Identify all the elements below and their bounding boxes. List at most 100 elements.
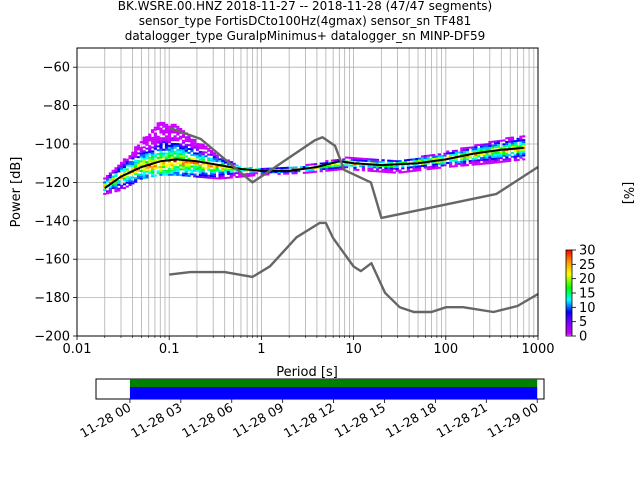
density-cell: [120, 177, 124, 180]
density-cell: [198, 172, 202, 175]
density-cell: [361, 159, 366, 162]
density-cell: [179, 168, 183, 171]
density-cell: [482, 147, 486, 150]
density-cell: [446, 150, 450, 153]
density-cell: [187, 172, 191, 175]
density-cell: [156, 141, 160, 144]
density-cell: [505, 150, 509, 153]
density-cell: [159, 154, 163, 157]
density-cell: [502, 154, 506, 157]
density-cell: [218, 165, 222, 168]
density-cell: [373, 160, 377, 163]
density-cell: [221, 175, 225, 178]
density-cell: [156, 124, 160, 127]
density-cell: [477, 159, 481, 162]
density-cell: [468, 156, 472, 159]
density-cell: [108, 178, 112, 181]
density-cell: [449, 154, 453, 157]
density-cell: [404, 170, 408, 173]
density-cell: [148, 139, 152, 142]
density-cell: [221, 159, 225, 162]
density-cell: [165, 139, 169, 142]
density-cell: [156, 126, 160, 129]
density-cell: [432, 154, 436, 157]
density-cell: [170, 169, 174, 172]
density-cell: [463, 150, 467, 153]
density-cell: [125, 185, 129, 188]
density-cell: [398, 171, 402, 174]
density-cell: [145, 170, 149, 173]
density-cell: [136, 173, 141, 176]
density-cell: [277, 171, 281, 174]
density-cell: [136, 177, 141, 180]
density-cell: [350, 164, 354, 167]
density-cell: [212, 169, 217, 172]
density-cell: [162, 169, 166, 172]
density-cell: [198, 156, 202, 159]
density-cell: [387, 171, 391, 174]
density-cell: [505, 142, 509, 145]
density-cell: [221, 169, 225, 172]
density-cell: [505, 158, 509, 161]
density-cell: [136, 160, 141, 163]
density-cell: [204, 151, 208, 154]
density-cell: [195, 146, 200, 149]
density-cell: [159, 131, 163, 134]
density-cell: [198, 147, 202, 150]
density-cell: [294, 170, 298, 173]
colorbar-tick-label: 30: [579, 244, 596, 259]
density-cell: [156, 170, 160, 173]
density-cell: [437, 161, 441, 164]
density-cell: [496, 147, 501, 150]
density-cell: [516, 149, 520, 152]
density-cell: [491, 159, 495, 162]
density-cell: [173, 173, 177, 176]
density-cell: [187, 148, 191, 151]
density-cell: [139, 152, 143, 155]
density-cell: [510, 140, 515, 143]
density-cell: [103, 189, 107, 192]
density-cell: [131, 176, 135, 179]
density-cell: [212, 177, 217, 180]
density-cell: [162, 137, 166, 140]
density-cell: [347, 156, 351, 159]
density-cell: [142, 175, 146, 178]
density-cell: [193, 158, 197, 161]
density-cell: [283, 168, 287, 171]
density-cell: [493, 161, 498, 164]
density-cell: [134, 155, 138, 158]
density-cell: [207, 159, 211, 162]
density-cell: [232, 174, 236, 177]
density-cell: [195, 168, 200, 171]
density-cell: [508, 158, 512, 161]
density-cell: [179, 135, 183, 138]
density-cell: [474, 161, 478, 164]
density-cell: [187, 165, 191, 168]
density-cell: [493, 144, 498, 147]
density-cell: [187, 161, 191, 164]
density-cell: [432, 161, 436, 164]
density-cell: [381, 170, 385, 173]
density-cell: [496, 143, 501, 146]
density-cell: [522, 143, 526, 145]
density-cell: [162, 141, 166, 144]
density-cell: [471, 148, 475, 151]
density-cell: [451, 151, 456, 154]
density-cell: [167, 173, 172, 176]
density-cell: [148, 137, 152, 140]
density-cell: [117, 181, 121, 184]
density-cell: [193, 161, 197, 164]
density-cell: [153, 128, 157, 131]
density-cell: [179, 164, 183, 167]
density-cell: [482, 145, 486, 148]
density-cell: [131, 151, 135, 154]
density-cell: [389, 161, 394, 164]
timeline-tick-label: 11-28 18: [383, 400, 439, 441]
density-cell: [392, 160, 396, 163]
density-cell: [105, 174, 110, 177]
density-cell: [246, 174, 250, 177]
density-cell: [238, 173, 242, 176]
density-cell: [502, 158, 506, 161]
density-cell: [210, 151, 214, 154]
